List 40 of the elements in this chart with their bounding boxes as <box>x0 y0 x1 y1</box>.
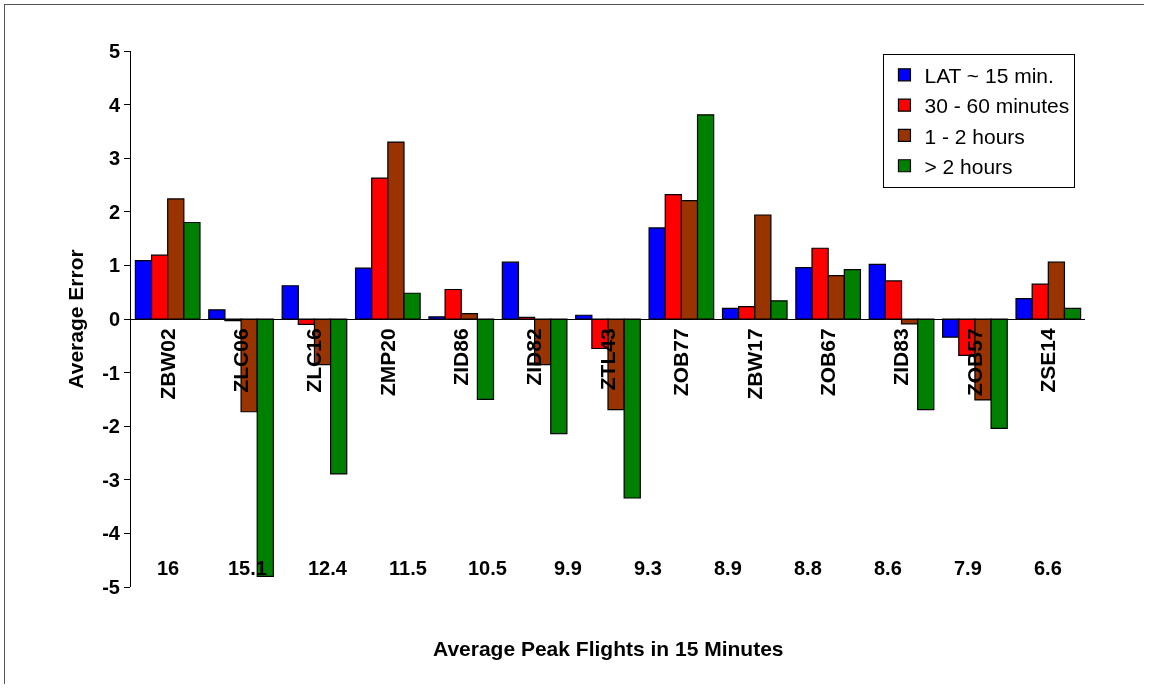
y-tick-label: -5 <box>102 576 120 598</box>
x-tick-label: ZTL43 <box>595 328 619 391</box>
annotation: 10.5 <box>468 557 507 579</box>
annotation: 9.9 <box>554 557 582 579</box>
x-tick-label: ZOB67 <box>815 328 839 397</box>
x-tick-label: ZMP20 <box>375 328 399 397</box>
legend-label: 30 - 60 minutes <box>924 94 1070 118</box>
legend-label: LAT ~ 15 min. <box>924 64 1054 88</box>
y-tick-label: 3 <box>108 147 120 170</box>
annotation: 11.5 <box>389 557 427 579</box>
x-axis-title: Average Peak Flights in 15 Minutes <box>433 637 784 660</box>
x-tick-label: ZBW02 <box>155 328 179 400</box>
annotation: 7.9 <box>954 557 982 579</box>
y-tick-label: -2 <box>102 415 120 438</box>
legend-label: 1 - 2 hours <box>924 124 1025 148</box>
x-tick-label: ZID86 <box>449 328 473 386</box>
x-tick-label: ZLC06 <box>228 328 252 393</box>
y-tick-label: 2 <box>108 200 120 223</box>
x-tick-label: ZOB57 <box>962 328 986 397</box>
x-tick-label: ZLC16 <box>302 328 326 393</box>
annotation: 8.8 <box>794 557 822 579</box>
y-tick-label: -1 <box>102 361 120 384</box>
y-tick-label: -4 <box>102 522 121 545</box>
y-axis-title: Average Error <box>64 249 88 389</box>
x-tick-label: ZSE14 <box>1036 328 1060 393</box>
annotation: 8.9 <box>714 557 742 579</box>
annotation: 12.4 <box>308 557 348 579</box>
x-tick-label: ZOB77 <box>669 328 693 397</box>
annotation: 9.3 <box>634 557 662 579</box>
annotation: 16 <box>157 557 180 579</box>
y-tick-label: 4 <box>108 93 121 116</box>
y-tick-label: -3 <box>102 468 120 491</box>
annotation: 6.6 <box>1034 557 1062 579</box>
annotation: 8.6 <box>874 557 902 579</box>
x-tick-label: ZBW17 <box>742 328 766 400</box>
y-tick-label: 1 <box>108 254 120 277</box>
y-tick-label: 5 <box>108 40 120 62</box>
legend-label: > 2 hours <box>924 154 1013 178</box>
y-tick-label: 0 <box>108 308 120 330</box>
x-tick-label: ZID83 <box>889 328 913 386</box>
